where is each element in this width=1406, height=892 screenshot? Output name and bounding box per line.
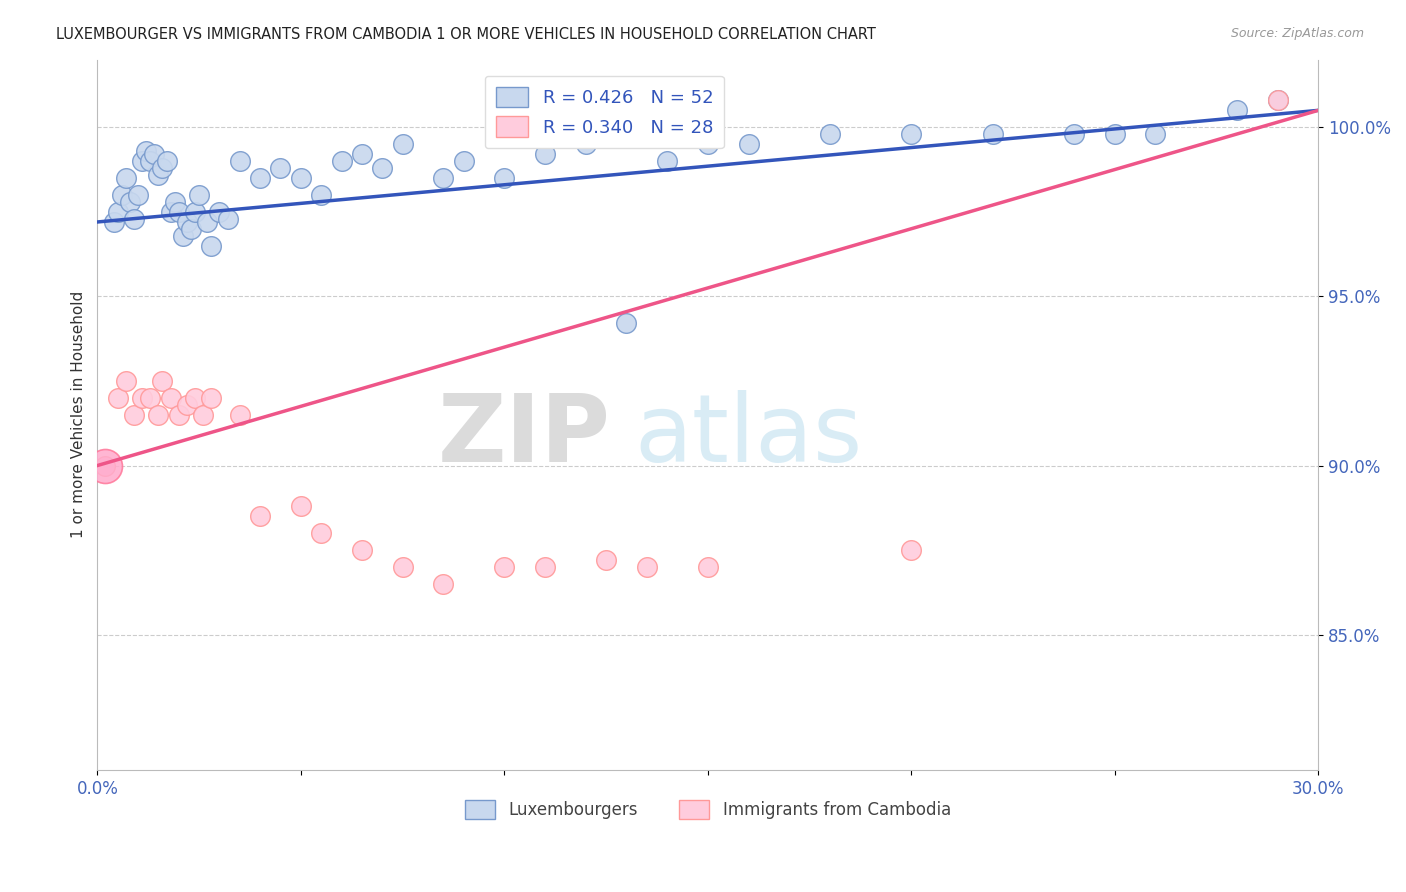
Point <box>249 509 271 524</box>
Point <box>159 391 181 405</box>
Point <box>696 137 718 152</box>
Point <box>309 188 332 202</box>
Point <box>229 154 252 169</box>
Point <box>200 391 222 405</box>
Point <box>1063 127 1085 141</box>
Point <box>195 215 218 229</box>
Point <box>534 147 557 161</box>
Point <box>184 391 207 405</box>
Point <box>1267 93 1289 107</box>
Point <box>616 317 638 331</box>
Point <box>180 221 202 235</box>
Point <box>122 211 145 226</box>
Point <box>1267 93 1289 107</box>
Point <box>371 161 394 175</box>
Point <box>217 211 239 226</box>
Point <box>176 398 198 412</box>
Point <box>737 137 759 152</box>
Point <box>696 560 718 574</box>
Point <box>981 127 1004 141</box>
Point <box>172 228 194 243</box>
Point <box>900 543 922 558</box>
Point <box>350 147 373 161</box>
Point <box>229 408 252 422</box>
Point <box>208 204 231 219</box>
Point <box>1144 127 1167 141</box>
Point <box>391 560 413 574</box>
Point <box>595 553 617 567</box>
Y-axis label: 1 or more Vehicles in Household: 1 or more Vehicles in Household <box>72 291 86 539</box>
Text: ZIP: ZIP <box>437 390 610 482</box>
Point <box>107 391 129 405</box>
Point <box>135 144 157 158</box>
Point <box>103 215 125 229</box>
Point <box>655 154 678 169</box>
Point <box>163 194 186 209</box>
Point <box>167 408 190 422</box>
Point <box>494 171 516 186</box>
Point <box>115 374 138 388</box>
Point <box>167 204 190 219</box>
Point <box>139 154 162 169</box>
Point <box>115 171 138 186</box>
Point <box>534 560 557 574</box>
Text: LUXEMBOURGER VS IMMIGRANTS FROM CAMBODIA 1 OR MORE VEHICLES IN HOUSEHOLD CORRELA: LUXEMBOURGER VS IMMIGRANTS FROM CAMBODIA… <box>56 27 876 42</box>
Point <box>290 171 312 186</box>
Point <box>575 137 598 152</box>
Point <box>309 526 332 541</box>
Point <box>139 391 162 405</box>
Point <box>94 458 117 473</box>
Point <box>152 161 174 175</box>
Point <box>330 154 353 169</box>
Point <box>155 154 177 169</box>
Point <box>453 154 475 169</box>
Point <box>269 161 291 175</box>
Point <box>94 458 117 473</box>
Point <box>118 194 141 209</box>
Point <box>290 499 312 513</box>
Point <box>148 168 170 182</box>
Point <box>143 147 166 161</box>
Point <box>131 154 153 169</box>
Point <box>432 171 454 186</box>
Point <box>176 215 198 229</box>
Point <box>191 408 214 422</box>
Text: atlas: atlas <box>634 390 863 482</box>
Point <box>200 238 222 252</box>
Point <box>159 204 181 219</box>
Point <box>122 408 145 422</box>
Point <box>148 408 170 422</box>
Point <box>111 188 134 202</box>
Point <box>127 188 149 202</box>
Point <box>249 171 271 186</box>
Point <box>188 188 211 202</box>
Point <box>350 543 373 558</box>
Point <box>1104 127 1126 141</box>
Text: Source: ZipAtlas.com: Source: ZipAtlas.com <box>1230 27 1364 40</box>
Point <box>1226 103 1249 118</box>
Point <box>636 560 658 574</box>
Point <box>152 374 174 388</box>
Point <box>432 577 454 591</box>
Point <box>900 127 922 141</box>
Point <box>184 204 207 219</box>
Point <box>107 204 129 219</box>
Legend: Luxembourgers, Immigrants from Cambodia: Luxembourgers, Immigrants from Cambodia <box>458 793 957 826</box>
Point <box>131 391 153 405</box>
Point <box>818 127 841 141</box>
Point <box>391 137 413 152</box>
Point <box>494 560 516 574</box>
